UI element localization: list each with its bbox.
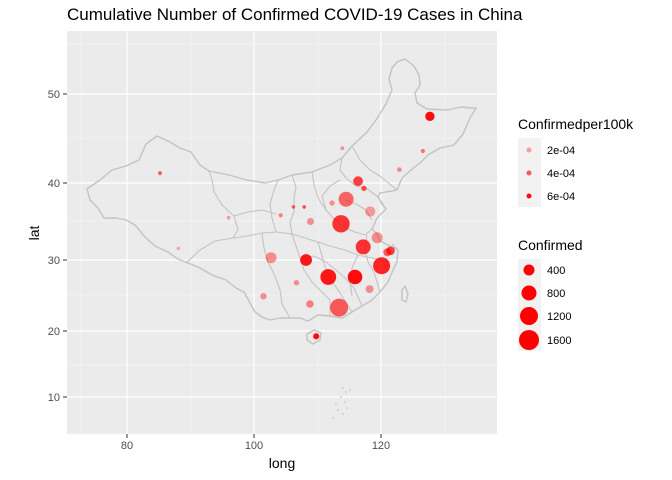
- legend-color: Confirmedper100k 2e-04 4e-04 6e-04: [518, 116, 634, 207]
- data-point: [397, 167, 402, 173]
- data-point: [278, 213, 283, 218]
- y-axis: 50 40 30 20 10: [48, 89, 60, 404]
- data-point: [420, 148, 425, 154]
- data-point: [353, 176, 363, 187]
- data-point: [365, 285, 374, 294]
- data-point: [306, 300, 314, 308]
- legend-color-label: 2e-04: [547, 145, 575, 157]
- y-tick-label: 50: [48, 89, 60, 101]
- legend-color-key: [526, 193, 532, 199]
- legend-color-title: Confirmedper100k: [518, 116, 634, 132]
- x-tick-label: 80: [121, 440, 133, 452]
- data-point: [425, 111, 435, 122]
- data-point: [361, 185, 367, 192]
- data-point: [293, 280, 300, 286]
- hainan-island: [306, 329, 322, 345]
- data-point: [383, 248, 392, 257]
- legend-size-key: [520, 307, 538, 325]
- legend-size-label: 400: [547, 265, 565, 277]
- grid-major: [67, 31, 497, 434]
- data-point: [300, 254, 312, 266]
- x-axis: 80 100 120: [121, 440, 390, 452]
- x-tick-label: 100: [245, 440, 263, 452]
- data-points: [157, 111, 435, 340]
- legend-size-label: 800: [547, 288, 565, 300]
- y-tick-label: 10: [48, 392, 60, 404]
- legend-size-key: [519, 330, 539, 350]
- legend-size-label: 1600: [547, 335, 571, 347]
- data-point: [332, 215, 350, 233]
- legend-color-key: [526, 170, 532, 176]
- data-point: [265, 252, 277, 264]
- data-point: [347, 269, 363, 285]
- south-china-sea-islands: [332, 387, 351, 419]
- data-point: [307, 218, 314, 225]
- data-point: [157, 171, 163, 176]
- legend-color-label: 4e-04: [547, 168, 575, 180]
- country-border: [86, 58, 477, 322]
- data-point: [291, 205, 296, 209]
- data-point: [340, 146, 345, 151]
- legend-size-title: Confirmed: [518, 237, 583, 253]
- data-point: [355, 239, 371, 255]
- legend-size-key: [523, 264, 535, 276]
- chart-title: Cumulative Number of Confirmed COVID-19 …: [67, 5, 523, 24]
- x-axis-title: long: [269, 455, 295, 471]
- data-point: [302, 205, 307, 209]
- data-point: [330, 298, 349, 317]
- data-point: [371, 232, 383, 244]
- data-point: [329, 200, 335, 206]
- data-point: [320, 269, 337, 285]
- data-point: [365, 206, 376, 217]
- legend-size-label: 1200: [547, 311, 571, 323]
- grid-minor: [67, 31, 497, 435]
- y-axis-title: lat: [26, 226, 42, 241]
- data-point: [176, 246, 181, 251]
- legend-size: Confirmed 400 800 1200 1600: [518, 237, 583, 351]
- taiwan-island: [401, 285, 409, 303]
- data-point: [373, 257, 391, 275]
- y-tick-label: 30: [48, 255, 60, 267]
- legend-size-key: [521, 285, 537, 301]
- legend-key-bg: [518, 138, 541, 161]
- data-point: [260, 293, 267, 300]
- legend-color-label: 6e-04: [547, 191, 575, 203]
- data-point: [226, 215, 231, 220]
- y-tick-label: 20: [48, 326, 60, 338]
- x-tick-label: 120: [372, 440, 390, 452]
- legend-color-key: [526, 147, 532, 153]
- data-point: [338, 191, 354, 207]
- data-point: [313, 333, 320, 340]
- x-ticks: [126, 434, 382, 438]
- y-tick-label: 40: [48, 178, 60, 190]
- y-ticks: [63, 93, 67, 398]
